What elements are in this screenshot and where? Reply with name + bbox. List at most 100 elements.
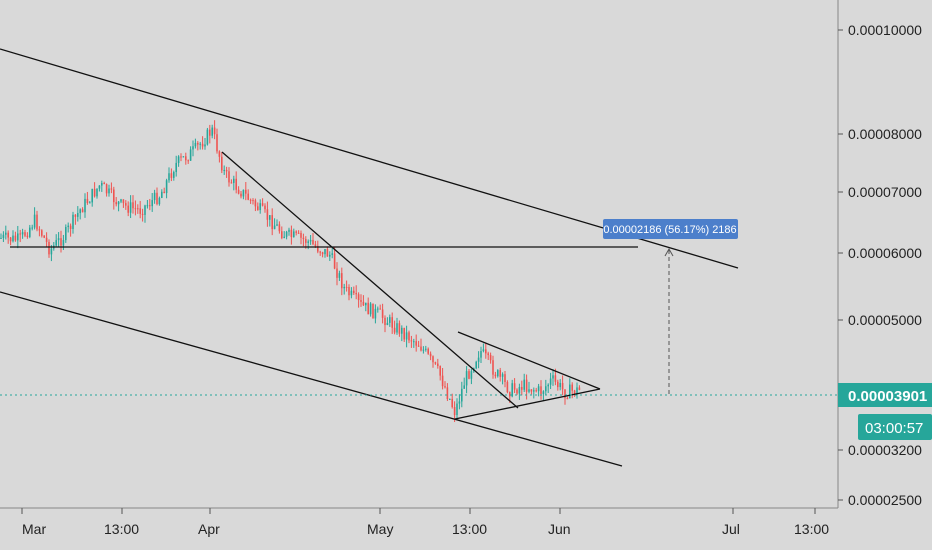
candle-body bbox=[420, 346, 422, 351]
candle-body bbox=[132, 202, 134, 209]
candle-body bbox=[295, 231, 297, 233]
candle-body bbox=[240, 193, 242, 197]
measure-badge bbox=[603, 219, 738, 239]
candle-body bbox=[281, 231, 283, 239]
candle-body bbox=[235, 178, 237, 190]
candle-body bbox=[314, 244, 317, 247]
candle-body bbox=[403, 327, 405, 340]
candle-body bbox=[297, 232, 300, 234]
candle-body bbox=[161, 191, 163, 198]
triangle-upper-line[interactable] bbox=[457, 331, 601, 390]
candle-body bbox=[305, 239, 307, 243]
candle-body bbox=[492, 360, 494, 375]
falling-trendline[interactable] bbox=[221, 151, 519, 409]
candle-body bbox=[542, 391, 545, 394]
candle-body bbox=[125, 203, 127, 206]
candle-body bbox=[230, 182, 233, 184]
candle-body bbox=[113, 189, 115, 203]
candle-body bbox=[578, 387, 581, 390]
candle-body bbox=[209, 129, 211, 136]
candle-body bbox=[261, 203, 264, 206]
triangle-lower-line[interactable] bbox=[454, 388, 601, 420]
candle-body bbox=[576, 387, 578, 395]
candle-body bbox=[540, 386, 542, 394]
candle-body bbox=[480, 351, 482, 358]
candle-body bbox=[408, 332, 410, 341]
candle-body bbox=[365, 302, 367, 306]
candle-body bbox=[319, 251, 321, 253]
candle-body bbox=[545, 386, 547, 392]
candle-body bbox=[233, 178, 235, 183]
candle-body bbox=[45, 237, 48, 242]
candle-body bbox=[528, 389, 530, 392]
candle-body bbox=[535, 390, 537, 392]
channel-lower-line[interactable] bbox=[0, 291, 623, 467]
y-tick-label: 0.00006000 bbox=[848, 245, 922, 261]
candle-body bbox=[110, 188, 113, 190]
candle-body bbox=[139, 208, 141, 214]
candle-body bbox=[189, 149, 192, 161]
candle-body bbox=[482, 349, 485, 352]
candle-body bbox=[425, 348, 427, 350]
candle-body bbox=[223, 169, 225, 171]
candle-body bbox=[41, 230, 43, 236]
candle-body bbox=[573, 390, 576, 395]
candle-body bbox=[93, 188, 96, 197]
candle-body bbox=[12, 235, 14, 242]
candle-body bbox=[19, 233, 21, 235]
candle-body bbox=[141, 213, 144, 215]
candle-body bbox=[530, 389, 533, 392]
candle-body bbox=[329, 254, 331, 257]
candle-body bbox=[153, 192, 156, 201]
candle-body bbox=[489, 355, 492, 361]
candle-body bbox=[525, 379, 528, 392]
candle-body bbox=[374, 308, 377, 319]
candle-body bbox=[252, 200, 254, 202]
candle-body bbox=[17, 233, 19, 241]
candle-body bbox=[293, 231, 295, 238]
candle-body bbox=[5, 232, 7, 235]
candle-body bbox=[163, 191, 165, 194]
candle-body bbox=[518, 387, 521, 394]
candle-body bbox=[266, 209, 269, 220]
y-tick-label: 0.00002500 bbox=[848, 492, 922, 508]
candle-body bbox=[84, 198, 86, 213]
candle-body bbox=[360, 300, 362, 302]
candle-body bbox=[389, 317, 391, 323]
candle-body bbox=[302, 237, 305, 240]
candle-body bbox=[362, 301, 365, 306]
candle-body bbox=[283, 236, 285, 239]
candle-body bbox=[96, 188, 98, 197]
y-tick-label: 0.00010000 bbox=[848, 22, 922, 38]
candle-body bbox=[168, 173, 170, 181]
candle-body bbox=[458, 401, 461, 404]
candle-body bbox=[177, 156, 180, 163]
candle-body bbox=[55, 240, 57, 246]
price-axis[interactable]: 0.00010000 0.00008000 0.00007000 0.00006… bbox=[838, 22, 922, 508]
candle-body bbox=[2, 234, 5, 238]
candle-body bbox=[324, 248, 326, 255]
candle-body bbox=[372, 303, 374, 319]
candle-body bbox=[134, 208, 137, 210]
candle-body bbox=[103, 183, 105, 185]
candle-body bbox=[31, 227, 33, 229]
candle-body bbox=[211, 127, 213, 136]
x-tick-label: Jul bbox=[722, 521, 740, 537]
candle-body bbox=[434, 362, 437, 364]
candle-body bbox=[499, 370, 501, 377]
candle-body bbox=[221, 156, 223, 171]
candle-body bbox=[357, 294, 360, 301]
candle-body bbox=[242, 189, 245, 197]
candle-body bbox=[537, 386, 540, 392]
candle-body bbox=[264, 205, 266, 210]
candle-body bbox=[451, 398, 453, 408]
candle-body bbox=[62, 240, 65, 246]
candle-body bbox=[554, 375, 557, 382]
candle-body bbox=[413, 341, 415, 343]
candle-body bbox=[391, 317, 393, 328]
y-tick-label: 0.00008000 bbox=[848, 126, 922, 142]
time-axis[interactable]: Mar 13:00 Apr May 13:00 Jun Jul 13:00 bbox=[21, 508, 829, 537]
candle-body bbox=[561, 382, 564, 390]
